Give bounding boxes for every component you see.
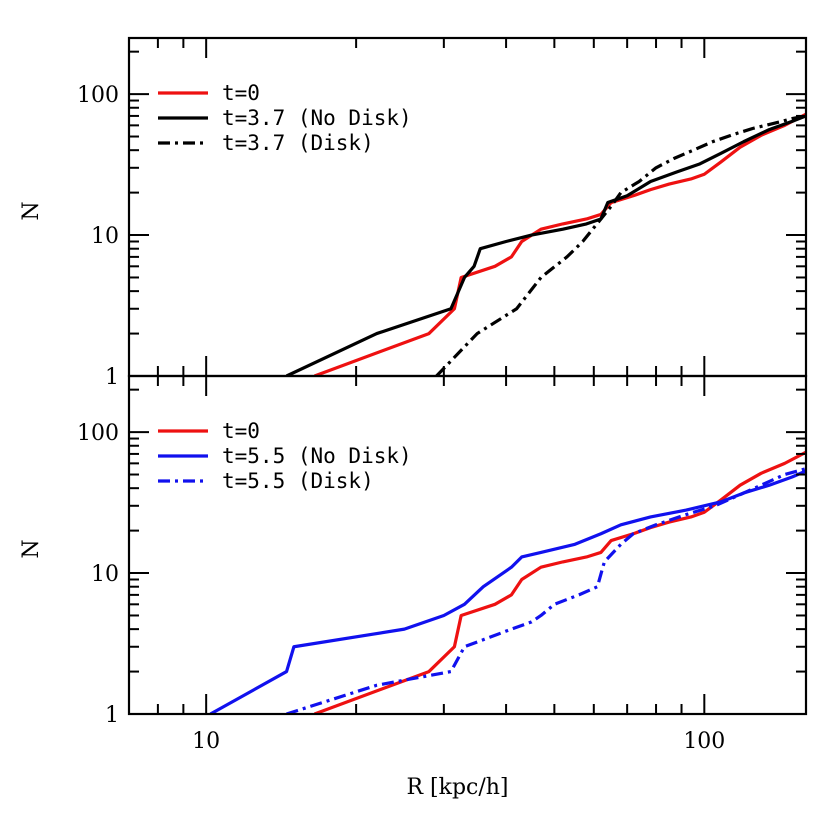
series-line-bottom-1 [209,469,806,714]
x-tick-label: 100 [683,729,725,754]
y-tick-label: 100 [77,421,119,446]
legend-label: t=3.7 (Disk) [222,131,374,155]
panel-bottom: 1 10 100 10 100 R [kpc/h] Nt=0t=5.5 (No Disk)t… [19,374,808,800]
series-line-top-2 [435,114,806,376]
x-axis-label: R [kpc/h] [406,775,508,800]
y-tick-label: 1 [105,365,119,390]
series-line-bottom-2 [286,467,806,714]
plot-frame-bottom [127,374,808,716]
y-tick-label: 10 [91,224,119,249]
y-tick-label: 1 [105,703,119,728]
y-tick-label: 100 [77,83,119,108]
y-axis-label: N [19,201,44,220]
y-tick-label: 10 [91,562,119,587]
legend-label: t=3.7 (No Disk) [222,106,412,130]
y-axis-label: N [19,539,44,558]
legend-label: t=5.5 (Disk) [222,469,374,493]
series-line-top-0 [313,112,806,376]
legend-label: t=5.5 (No Disk) [222,444,412,468]
legend-label: t=0 [222,81,260,105]
series-line-bottom-0 [313,450,806,714]
panel-top: 1 10 100 Nt=0t=3.7 (No Disk)t=3.7 (Disk) [19,36,808,390]
x-tick-label: 10 [192,729,220,754]
legend-label: t=0 [222,419,260,443]
